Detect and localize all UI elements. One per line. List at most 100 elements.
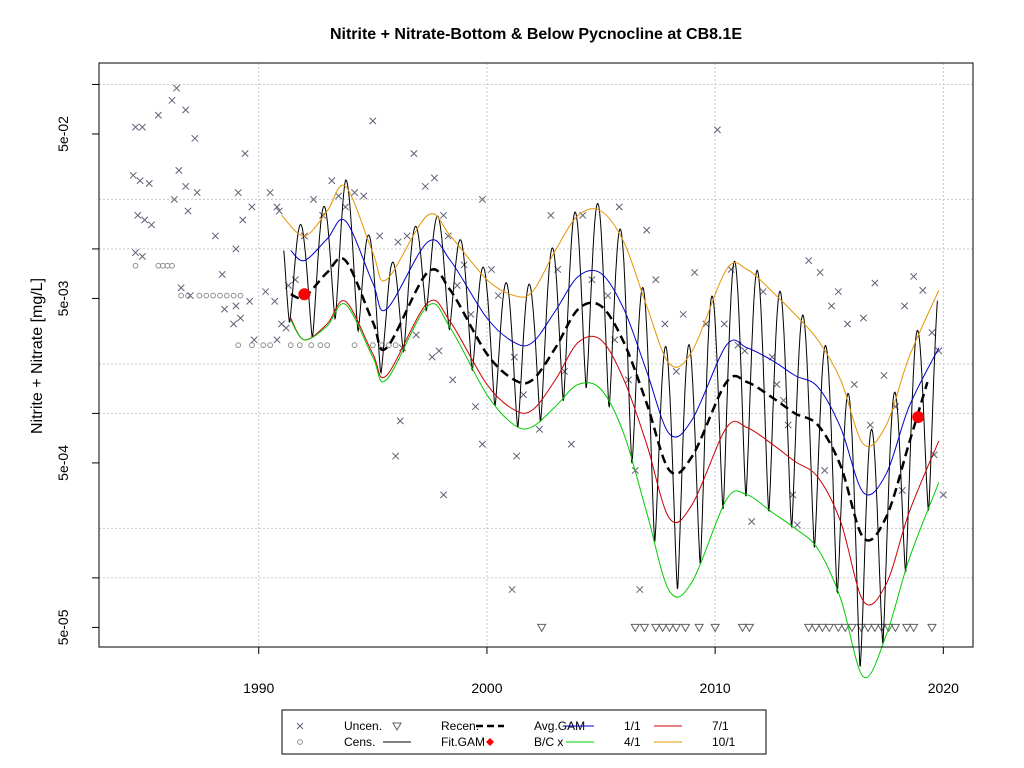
uncensored-point <box>309 195 318 203</box>
x-tick-label: 2020 <box>928 680 959 696</box>
series-10-1 <box>281 184 940 447</box>
censored-point <box>308 342 315 349</box>
uncensored-point <box>661 320 669 328</box>
uncensored-point <box>460 261 468 269</box>
uncensored-point <box>138 123 146 131</box>
censored-point <box>237 292 244 299</box>
uncensored-point <box>720 320 728 328</box>
series-7-1 <box>290 299 940 606</box>
uncensored-point <box>560 367 569 375</box>
uncensored-point <box>141 216 149 224</box>
censored-point <box>351 342 358 349</box>
uncensored-point <box>175 166 183 174</box>
censored-point <box>230 292 237 299</box>
recensored-point <box>671 623 682 633</box>
censored-point <box>203 292 210 299</box>
uncensored-point <box>211 232 219 240</box>
censored-point <box>196 292 203 299</box>
recensored-point <box>847 623 857 633</box>
uncensored-point <box>478 440 486 448</box>
uncensored-point <box>392 452 400 460</box>
legend-label: Uncen. <box>344 719 382 733</box>
uncensored-point <box>230 320 238 328</box>
uncensored-point <box>827 302 836 310</box>
uncensored-point <box>691 268 699 276</box>
uncensored-point <box>262 288 270 296</box>
recensored-point <box>908 623 919 633</box>
uncensored-point <box>236 314 245 322</box>
legend-box <box>281 709 767 755</box>
uncensored-point <box>170 195 178 203</box>
uncensored-point <box>191 134 199 142</box>
uncensored-point <box>773 380 781 388</box>
uncensored-point <box>928 329 936 337</box>
uncensored-point <box>369 117 377 125</box>
uncensored-point <box>241 150 249 158</box>
uncensored-point <box>266 189 274 197</box>
uncensored-point <box>182 182 190 190</box>
uncensored-point <box>186 292 194 300</box>
uncensored-point <box>232 302 240 310</box>
uncensored-point <box>328 177 336 185</box>
uncensored-point <box>939 491 947 499</box>
legend-label: Avg.GAM <box>534 719 585 733</box>
uncensored-point <box>453 281 461 289</box>
recensored-point <box>680 623 691 633</box>
recensored-point <box>639 623 650 633</box>
uncensored-point <box>508 585 516 594</box>
x-tick-label: 2010 <box>700 680 731 696</box>
uncensored-point <box>898 486 906 495</box>
uncensored-point <box>780 396 788 404</box>
censored-point <box>385 342 392 349</box>
uncensored-point <box>220 305 229 313</box>
uncensored-point <box>145 179 153 188</box>
censored-point <box>210 292 216 299</box>
uncensored-point <box>250 336 258 344</box>
censored-point <box>178 292 185 299</box>
uncensored-point <box>615 203 623 211</box>
legend-label: Recen. <box>441 719 479 733</box>
uncensored-point <box>435 347 443 355</box>
uncensored-point <box>275 207 283 215</box>
uncensored-point <box>679 310 687 318</box>
uncensored-point <box>910 272 918 281</box>
censored-point <box>260 342 267 349</box>
y-tick-label: 5e-05 <box>55 609 71 645</box>
uncensored-point <box>821 466 829 474</box>
uncensored-point <box>134 211 142 219</box>
uncensored-point <box>859 314 868 322</box>
uncensored-point <box>471 403 480 411</box>
recensored-point <box>883 623 894 633</box>
uncensored-point <box>147 221 156 229</box>
recensored-point <box>710 623 720 633</box>
censored-point <box>169 262 175 269</box>
uncensored-point <box>360 192 368 200</box>
legend: Uncen. Cens. Recen. Fit.GAM Avg.GAM B/C x 1/1 4… <box>281 709 767 755</box>
series-1-1 <box>290 218 940 496</box>
uncensored-point <box>184 207 192 215</box>
uncensored-point <box>319 211 327 219</box>
uncensored-point <box>282 324 290 332</box>
uncensored-point <box>421 182 429 190</box>
uncensored-point <box>234 189 242 197</box>
uncensored-point <box>604 292 612 300</box>
uncensored-point <box>136 177 144 185</box>
uncensored-point <box>880 371 888 380</box>
censored-point <box>267 342 274 349</box>
uncensored-point <box>741 347 749 355</box>
bc-point <box>298 288 311 301</box>
uncensored-point <box>519 391 528 399</box>
legend-label: 7/1 <box>712 719 729 733</box>
plot-data <box>129 84 947 679</box>
uncensored-point <box>335 192 343 200</box>
censored-point <box>217 292 223 299</box>
uncensored-point <box>218 270 226 278</box>
legend-symbol <box>392 722 402 732</box>
uncensored-point <box>871 279 879 287</box>
uncensored-point <box>412 331 420 339</box>
censored-point <box>369 342 376 349</box>
censored-point <box>317 342 324 349</box>
recensored-point <box>744 623 755 633</box>
recensored-point <box>856 623 867 633</box>
